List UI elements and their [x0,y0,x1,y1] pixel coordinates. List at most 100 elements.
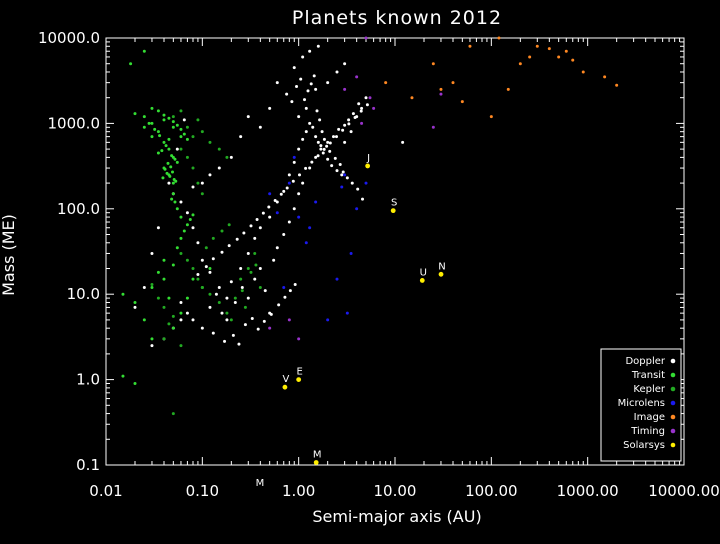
data-point [171,412,175,416]
data-point [185,155,189,159]
data-point [343,173,347,177]
data-point [227,223,231,227]
data-point [304,166,308,170]
data-point [171,115,175,119]
data-point [200,326,204,330]
data-point [306,89,310,93]
x-tick-label: 10.00 [374,482,417,500]
data-point [431,125,435,129]
data-point [191,226,195,230]
data-point [142,318,146,322]
data-point [142,285,146,289]
data-point [208,292,212,296]
data-point [261,211,265,215]
data-point [318,118,322,122]
data-point [322,137,326,141]
data-point [353,115,357,119]
data-point [174,179,178,183]
stray-annotation: M [256,478,265,489]
data-point [297,147,301,151]
data-point [191,277,195,281]
data-point [167,137,171,141]
data-point [285,186,289,190]
data-point [162,277,166,281]
data-point [167,116,171,120]
data-point [179,318,183,322]
data-point [133,305,137,309]
data-point [361,197,365,201]
data-point [239,266,243,270]
data-point [208,270,212,274]
data-point [287,220,291,224]
data-point [243,305,247,309]
data-point [365,103,369,107]
data-point [282,233,286,237]
data-point [460,100,464,104]
data-point [287,173,291,177]
data-point [171,125,175,129]
data-point [196,241,200,245]
data-point [343,140,347,144]
data-point [359,109,363,113]
x-tick-label: 1.00 [282,482,315,500]
data-point [468,44,472,48]
legend-label: Microlens [618,398,665,409]
planet-label: V [283,374,290,385]
series-microlens [268,155,368,322]
data-point [129,62,133,66]
data-point [156,226,160,230]
data-point [263,289,267,293]
data-point [497,36,501,40]
data-point [308,226,312,230]
data-point [175,160,179,164]
data-point [328,149,332,153]
data-point [225,155,229,159]
data-point [431,62,435,66]
data-point [175,246,179,250]
data-point [200,181,204,185]
data-point [211,236,215,240]
data-point [156,270,160,274]
data-point [167,181,171,185]
data-point [282,189,286,193]
data-point [229,318,233,322]
data-point [253,236,257,240]
data-point [557,55,561,59]
data-point [341,170,345,174]
data-point [451,81,455,85]
data-point [171,181,175,185]
data-point [173,200,177,204]
data-point [314,87,318,91]
data-point [268,192,272,196]
series-image [384,36,619,119]
data-point [355,207,359,211]
data-point [162,305,166,309]
data-point [142,49,146,53]
data-point [179,215,183,219]
data-point [150,344,154,348]
data-point [191,318,195,322]
data-point [528,55,532,59]
data-point [208,173,212,177]
data-point [217,285,221,289]
data-point [308,166,312,170]
data-point [349,251,353,255]
data-point [214,292,218,296]
data-point [225,296,229,300]
legend-marker [670,442,676,448]
data-point [571,58,575,62]
data-point [185,311,189,315]
data-point [287,181,291,185]
data-point [297,115,301,119]
data-point [166,161,170,165]
data-point [237,342,241,346]
data-point [304,241,308,245]
data-point [225,318,229,322]
data-point [326,157,330,161]
data-point [246,251,250,255]
data-point [200,192,204,196]
data-point [314,155,318,159]
legend-marker [670,428,676,434]
data-point [350,181,354,185]
data-point [319,147,323,151]
